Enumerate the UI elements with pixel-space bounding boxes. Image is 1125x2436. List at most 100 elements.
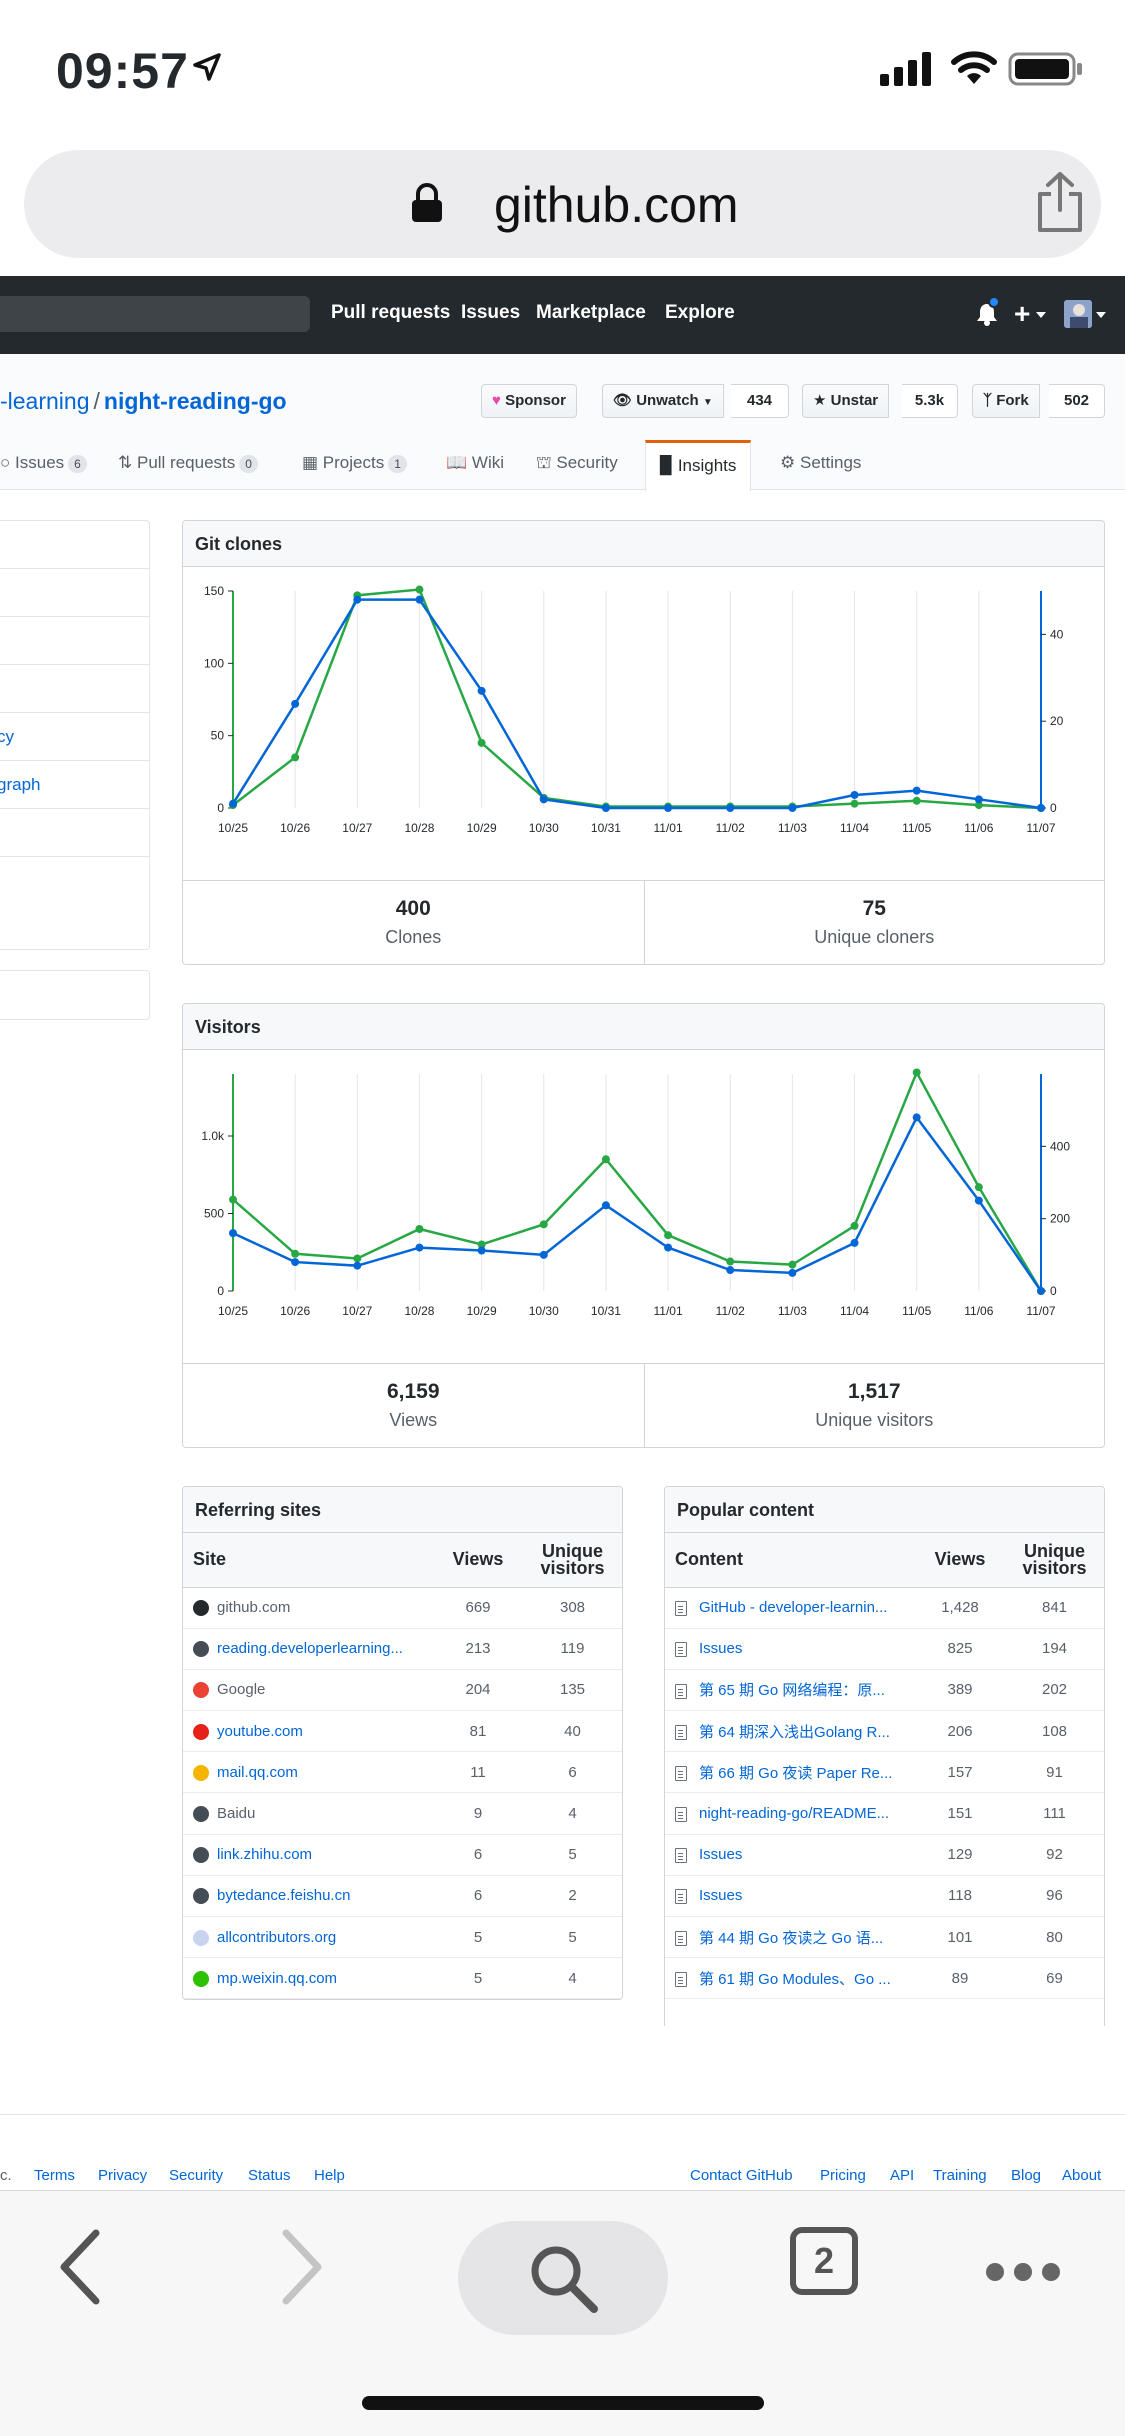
unique-cloners-total: 75 Unique cloners	[643, 881, 1105, 964]
referring-site[interactable]: reading.developerlearning...	[183, 1628, 433, 1670]
footer-link-contact[interactable]: Contact GitHub	[690, 2167, 793, 2184]
tabs-button[interactable]: 2	[790, 2227, 858, 2295]
data-point	[477, 1240, 486, 1249]
watch-count[interactable]: 434	[731, 384, 789, 418]
star-count[interactable]: 5.3k	[902, 384, 958, 418]
content-link[interactable]: Issues	[665, 1875, 915, 1918]
footer-link-blog[interactable]: Blog	[1011, 2167, 1042, 2184]
x-tick-label: 10/27	[342, 821, 372, 835]
series-line-unique	[231, 598, 1042, 810]
content-views: 89	[915, 1957, 1005, 2000]
content-link[interactable]: 第 44 期 Go 夜读之 Go 语...	[665, 1916, 915, 1959]
content-views: 1,428	[915, 1587, 1005, 1629]
content-unique: 91	[1005, 1751, 1104, 1794]
tab-wiki[interactable]: 📖 Wiki	[446, 453, 505, 472]
sponsor-button[interactable]: ♥ Sponsor	[481, 384, 577, 418]
tab-settings[interactable]: ⚙ Settings	[780, 453, 862, 472]
footer-link-about[interactable]: About	[1062, 2167, 1102, 2184]
referring-site[interactable]: youtube.com	[183, 1710, 433, 1753]
more-options-icon[interactable]	[986, 2263, 1070, 2286]
referring-site[interactable]: mail.qq.com	[183, 1751, 433, 1794]
forward-icon[interactable]	[276, 2227, 326, 2307]
tab-pull-requests[interactable]: ⇅ Pull requests 0	[118, 440, 258, 490]
x-tick-label: 10/31	[591, 1304, 621, 1318]
x-tick-label: 10/28	[404, 821, 434, 835]
footer-link-pricing[interactable]: Pricing	[820, 2167, 866, 2184]
data-point	[726, 1257, 735, 1266]
content-link[interactable]: GitHub - developer-learnin...	[665, 1587, 915, 1629]
referring-site[interactable]: bytedance.feishu.cn	[183, 1875, 433, 1918]
footer-link-api[interactable]: API	[890, 2167, 915, 2184]
referring-views: 213	[433, 1628, 523, 1670]
referring-views: 669	[433, 1587, 523, 1629]
sidebar-item[interactable]	[0, 665, 149, 713]
create-new-icon[interactable]: +	[1014, 298, 1031, 329]
x-tick-label: 11/06	[964, 821, 993, 835]
referring-site[interactable]: mp.weixin.qq.com	[183, 1957, 433, 1999]
content-views: 825	[915, 1628, 1005, 1670]
sidebar-item[interactable]	[0, 809, 149, 857]
content-link[interactable]: 第 64 期深入浅出Golang R...	[665, 1710, 915, 1753]
sidebar-item-dependency[interactable]: cy	[0, 713, 149, 761]
nav-explore[interactable]: Explore	[665, 302, 735, 323]
tab-insights[interactable]: ▉ Insights	[645, 440, 752, 491]
content-views: 129	[915, 1834, 1005, 1876]
data-point	[601, 1201, 610, 1210]
referring-sites-title: Referring sites	[183, 1487, 622, 1533]
footer-link-help[interactable]: Help	[314, 2167, 345, 2184]
content-link[interactable]: Issues	[665, 1834, 915, 1876]
content-link[interactable]: 第 66 期 Go 夜读 Paper Re...	[665, 1751, 915, 1794]
data-point	[1037, 1287, 1045, 1295]
data-point	[477, 686, 486, 695]
lock-icon	[412, 183, 442, 222]
allcontributors-icon	[193, 1929, 209, 1946]
repo-owner-link[interactable]: -learning	[0, 388, 90, 414]
x-tick-label: 11/06	[964, 1304, 993, 1318]
x-tick-label: 10/26	[280, 821, 310, 835]
sidebar-item-network-graph[interactable]: graph	[0, 761, 149, 809]
globe-icon	[193, 1888, 209, 1905]
url-bar[interactable]: github.com	[24, 150, 1101, 258]
fork-count[interactable]: 502	[1049, 384, 1105, 418]
content-link[interactable]: night-reading-go/README...	[665, 1792, 915, 1835]
content-link[interactable]: 第 61 期 Go Modules、Go ...	[665, 1957, 915, 2000]
footer-link-privacy[interactable]: Privacy	[98, 2167, 148, 2184]
content-link[interactable]: Issues	[665, 1628, 915, 1670]
tab-issues[interactable]: ○ Issues 6	[0, 440, 87, 490]
sidebar-item[interactable]	[0, 521, 149, 569]
referring-views: 11	[433, 1751, 523, 1794]
sidebar-item[interactable]	[0, 617, 149, 665]
content-link[interactable]: 第 65 期 Go 网络编程：原...	[665, 1669, 915, 1712]
footer-link-security[interactable]: Security	[169, 2167, 224, 2184]
unwatch-button[interactable]: 👁 Unwatch ▼	[602, 384, 724, 418]
footer-link-status[interactable]: Status	[248, 2167, 291, 2184]
data-point	[974, 1196, 983, 1205]
footer-link-training[interactable]: Training	[933, 2167, 987, 2184]
content-views: 206	[915, 1710, 1005, 1753]
referring-views: 5	[433, 1916, 523, 1959]
nav-pull-requests[interactable]: Pull requests	[331, 302, 451, 323]
google-icon	[193, 1682, 209, 1699]
data-point	[229, 799, 237, 808]
header-search-input[interactable]	[0, 296, 310, 332]
fork-button[interactable]: ᛉ Fork	[972, 384, 1040, 418]
share-icon[interactable]	[1034, 170, 1086, 234]
footer-link-terms[interactable]: Terms	[34, 2167, 75, 2184]
nav-issues[interactable]: Issues	[461, 302, 521, 323]
search-button[interactable]	[458, 2221, 668, 2335]
back-icon[interactable]	[56, 2227, 106, 2307]
referring-unique: 40	[523, 1710, 622, 1753]
right-tick-label: 0	[1050, 1284, 1057, 1298]
notification-bell-icon[interactable]	[976, 302, 998, 326]
referring-site[interactable]: link.zhihu.com	[183, 1834, 433, 1876]
data-point	[415, 585, 424, 594]
tab-security[interactable]: ⛫ Security	[536, 453, 618, 472]
user-avatar[interactable]	[1064, 300, 1092, 328]
sidebar-item[interactable]	[0, 569, 149, 617]
nav-marketplace[interactable]: Marketplace	[536, 302, 646, 323]
repo-name-link[interactable]: night-reading-go	[103, 388, 287, 414]
referring-site[interactable]: allcontributors.org	[183, 1916, 433, 1959]
unstar-button[interactable]: ★ Unstar	[802, 384, 890, 418]
tab-projects[interactable]: ▦ Projects 1	[302, 440, 407, 490]
globe-icon	[193, 1641, 209, 1658]
